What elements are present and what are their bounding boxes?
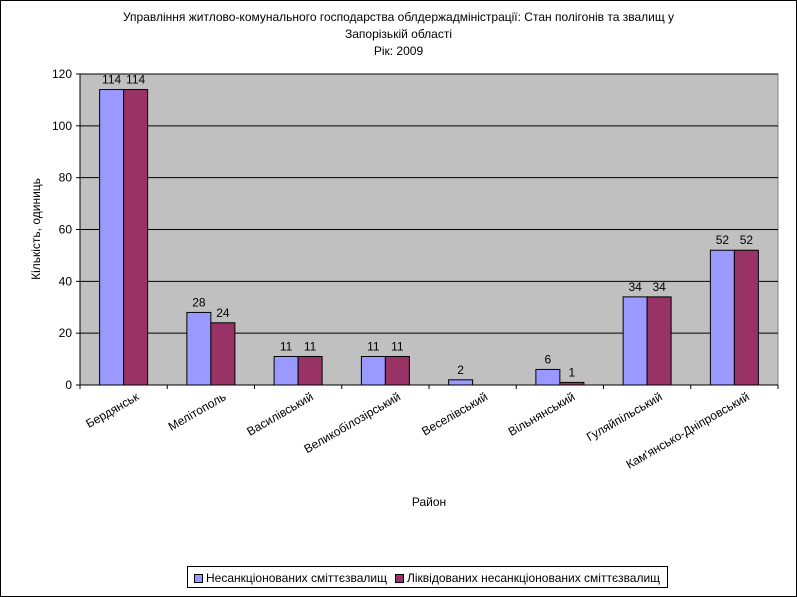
data-label: 34 (628, 280, 642, 294)
legend-swatch-series-2 (395, 573, 404, 583)
y-tick-label: 120 (52, 67, 72, 81)
data-label: 28 (192, 295, 206, 309)
bar-series-1 (186, 311, 212, 386)
legend-item-series-1: Несанкціонованих сміттєзвалищ (194, 571, 387, 585)
legend-swatch-series-1 (194, 573, 203, 583)
y-tick-label: 40 (59, 274, 73, 288)
bar-series-1 (273, 355, 299, 386)
legend: Несанкціонованих сміттєзвалищ Ліквідован… (187, 566, 668, 588)
x-tick-label: Веселівський (419, 389, 490, 438)
x-tick-label: Великобілозірський (301, 389, 402, 456)
data-label: 34 (652, 280, 666, 294)
x-tick-label: Мелітополь (166, 389, 229, 433)
bar-series-2 (646, 296, 672, 386)
gridlines (80, 73, 778, 334)
data-label: 24 (216, 306, 230, 320)
bar-series-2 (123, 89, 149, 386)
x-tick-label: Вільнянський (506, 389, 578, 438)
y-tick-label: 60 (59, 223, 73, 237)
data-label: 52 (716, 233, 730, 247)
bar-series-1 (709, 249, 735, 386)
legend-label-series-1: Несанкціонованих сміттєзвалищ (206, 571, 388, 585)
x-tick-label: Бердянськ (83, 389, 141, 431)
chart-title-line-2: Запорізькій області (345, 27, 452, 41)
bar-series-1 (535, 368, 561, 386)
data-label: 11 (391, 339, 404, 353)
chart-title-line-1: Управління житлово-комунального господар… (122, 10, 675, 24)
x-tick-label: Гуляйпільський (584, 389, 665, 444)
x-axis-label: Район (412, 495, 446, 509)
bar-series-2 (384, 355, 410, 386)
bar-series-2 (297, 355, 323, 386)
legend-label-series-2: Ліквідованих несанкціонованих сміттєзвал… (407, 571, 661, 585)
axes (76, 73, 779, 389)
bars (99, 89, 759, 386)
data-label: 52 (740, 233, 754, 247)
data-label: 114 (102, 73, 121, 87)
data-label: 1 (569, 365, 576, 379)
bar-series-1 (360, 355, 386, 386)
bar-series-1 (448, 379, 474, 386)
chart-title-line-3: Рік: 2009 (373, 44, 424, 58)
y-tick-label: 20 (59, 326, 73, 340)
y-tick-label: 100 (52, 119, 72, 133)
data-label: 11 (280, 339, 293, 353)
y-axis-label: Кількість, одиниць (29, 178, 43, 280)
bar-series-1 (99, 89, 125, 386)
bar-series-2 (210, 322, 236, 386)
legend-item-series-2: Ліквідованих несанкціонованих сміттєзвал… (395, 571, 660, 585)
bar-series-2 (733, 249, 759, 386)
data-label: 11 (304, 339, 317, 353)
data-label: 11 (367, 339, 380, 353)
x-tick-label: Василівський (244, 389, 315, 438)
y-tick-label: 80 (59, 171, 73, 185)
data-label: 114 (126, 73, 145, 87)
y-tick-label: 0 (65, 378, 72, 392)
data-label: 6 (545, 352, 552, 366)
bar-series-1 (622, 296, 648, 386)
data-label: 2 (457, 363, 464, 377)
